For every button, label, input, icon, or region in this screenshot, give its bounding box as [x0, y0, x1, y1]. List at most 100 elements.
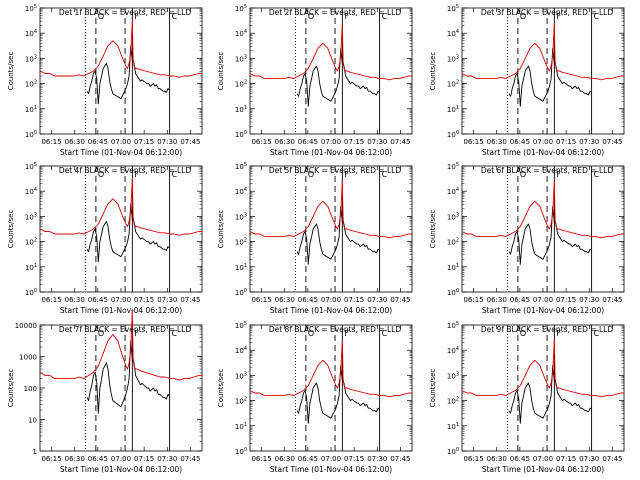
series-lld — [249, 22, 412, 81]
x-tick-label: 07:45 — [390, 455, 410, 463]
x-tick-label: 06:15 — [41, 296, 61, 304]
y-tick-label: 101 — [447, 422, 459, 431]
series-events — [508, 364, 592, 424]
panel-5: 06:15 06:30 06:45 07:00 07:15 07:30 07:45 100 10… — [217, 162, 413, 315]
y-tick-label: 101 — [25, 105, 37, 114]
plot-frame — [39, 324, 203, 452]
marker-label: F — [556, 170, 561, 179]
x-tick-label: 06:45 — [88, 296, 108, 304]
marker-label: O — [98, 329, 104, 338]
marker-label: C — [172, 329, 178, 338]
series-events — [86, 45, 170, 105]
marker-label: O — [98, 12, 104, 21]
x-tick-label: 07:15 — [556, 138, 576, 146]
y-tick-label: 101 — [25, 263, 37, 272]
x-tick-label: 07:30 — [367, 138, 387, 146]
y-tick-label: 102 — [235, 80, 247, 89]
x-tick-label: 06:15 — [41, 455, 61, 463]
marker-label: C — [172, 12, 178, 21]
y-tick-label: 100 — [25, 130, 37, 139]
marker-label: O — [520, 329, 526, 338]
marker-label: O — [98, 170, 104, 179]
y-axis-label: Counts/sec — [429, 210, 437, 249]
marker-label: C — [382, 329, 388, 338]
y-tick-label: 100 — [25, 288, 37, 297]
x-tick-label: 07:30 — [157, 138, 177, 146]
marker-label: F — [134, 170, 139, 179]
x-tick-label: 06:15 — [463, 455, 483, 463]
x-tick-label: 07:30 — [157, 296, 177, 304]
y-tick-label: 104 — [447, 346, 459, 355]
x-tick-label: 07:45 — [180, 138, 200, 146]
x-axis-label: Start Time (01-Nov-04 06:12:00) — [60, 148, 182, 157]
x-tick-label: 06:30 — [65, 455, 85, 463]
x-tick-label: 06:30 — [487, 455, 507, 463]
x-tick-label: 07:00 — [533, 455, 553, 463]
x-tick-label: 07:00 — [533, 296, 553, 304]
y-axis-label: Counts/sec — [217, 210, 225, 249]
panel-3: 06:15 06:30 06:45 07:00 07:15 07:30 07:45 100 10… — [429, 4, 625, 157]
y-tick-label: 104 — [447, 187, 459, 196]
series-lld — [461, 22, 624, 81]
series-lld — [39, 20, 202, 78]
y-tick-label: 103 — [447, 371, 459, 380]
marker-label: O — [520, 170, 526, 179]
series-lld — [249, 180, 412, 239]
x-axis-label: Start Time (01-Nov-04 06:12:00) — [482, 306, 604, 315]
series-events — [86, 340, 170, 414]
x-axis-label: Start Time (01-Nov-04 06:12:00) — [270, 148, 392, 157]
x-axis-label: Start Time (01-Nov-04 06:12:00) — [482, 465, 604, 474]
x-tick-label: 07:00 — [533, 138, 553, 146]
plot-frame — [249, 324, 413, 452]
chart-title: Det 2f BLACK = Events, RED = LLD — [269, 8, 402, 17]
marker-label: F — [344, 170, 349, 179]
x-tick-label: 07:45 — [602, 455, 622, 463]
chart-title: Det 7f BLACK = Events, RED = LLD — [59, 325, 192, 334]
plot-frame — [461, 7, 625, 135]
y-tick-label: 102 — [25, 238, 37, 247]
panel-4: 06:15 06:30 06:45 07:00 07:15 07:30 07:45 100 10… — [7, 162, 203, 315]
x-tick-label: 07:00 — [321, 138, 341, 146]
x-tick-label: 06:15 — [41, 138, 61, 146]
y-axis-label: Counts/sec — [217, 52, 225, 91]
x-tick-label: 06:45 — [88, 138, 108, 146]
x-tick-label: 06:45 — [510, 138, 530, 146]
y-tick-label: 105 — [25, 4, 37, 13]
y-tick-label: 103 — [25, 212, 37, 221]
panel-1: 06:15 06:30 06:45 07:00 07:15 07:30 07:45 100 10… — [7, 4, 203, 157]
x-tick-label: 06:45 — [298, 455, 318, 463]
y-tick-label: 103 — [25, 54, 37, 63]
series-lld — [39, 308, 202, 381]
y-axis-label: Counts/sec — [217, 369, 225, 408]
y-tick-label: 104 — [235, 346, 247, 355]
x-axis-label: Start Time (01-Nov-04 06:12:00) — [60, 465, 182, 474]
plot-frame — [249, 7, 413, 135]
y-tick-label: 101 — [447, 263, 459, 272]
x-tick-label: 06:30 — [487, 138, 507, 146]
marker-label: F — [344, 329, 349, 338]
y-tick-label: 102 — [25, 80, 37, 89]
panel-8: 06:15 06:30 06:45 07:00 07:15 07:30 07:45 100 10… — [217, 321, 413, 474]
chart-title: Det 6f BLACK = Events, RED = LLD — [481, 166, 614, 175]
plot-frame — [39, 165, 203, 293]
x-tick-label: 06:15 — [251, 455, 271, 463]
x-tick-label: 06:15 — [251, 296, 271, 304]
y-axis-label: Counts/sec — [7, 52, 15, 91]
x-tick-label: 07:15 — [556, 296, 576, 304]
y-tick-label: 101 — [235, 105, 247, 114]
y-tick-label: 100 — [447, 288, 459, 297]
x-tick-label: 06:45 — [510, 455, 530, 463]
y-tick-label: 105 — [235, 4, 247, 13]
marker-label: F — [556, 12, 561, 21]
y-tick-label: 10000 — [15, 322, 37, 330]
x-tick-label: 06:45 — [298, 296, 318, 304]
y-tick-label: 10 — [28, 417, 37, 425]
x-tick-label: 06:30 — [275, 138, 295, 146]
chart-title: Det 8f BLACK = Events, RED = LLD — [269, 325, 402, 334]
plot-frame — [461, 165, 625, 293]
x-tick-label: 07:45 — [180, 455, 200, 463]
x-tick-label: 07:15 — [344, 455, 364, 463]
marker-label: F — [134, 329, 139, 338]
y-tick-label: 102 — [447, 238, 459, 247]
chart-title: Det 1f BLACK = Events, RED = LLD — [59, 8, 192, 17]
